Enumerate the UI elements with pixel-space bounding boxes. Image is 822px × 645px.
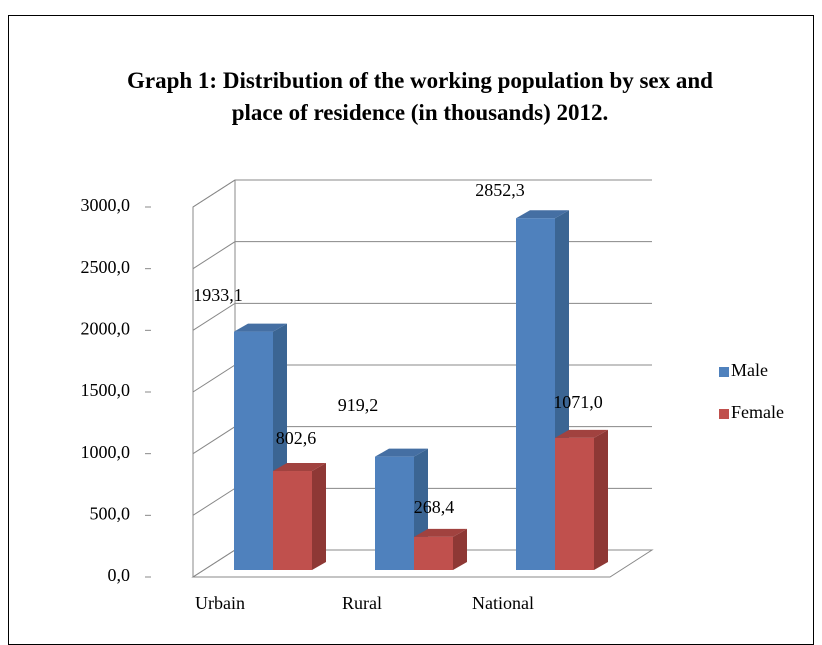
y-tick-label: 3000,0 <box>81 195 131 215</box>
bar <box>234 323 287 570</box>
data-label: 1071,0 <box>553 392 603 412</box>
chart-title: Graph 1: Distribution of the working pop… <box>127 68 713 125</box>
legend-label: Male <box>731 360 768 380</box>
data-label: 268,4 <box>414 497 455 517</box>
bar-top <box>555 429 608 438</box>
grid-line <box>192 179 652 208</box>
y-tick-label: 500,0 <box>90 503 131 523</box>
grid-line <box>192 302 652 331</box>
bar-front <box>516 218 555 570</box>
bar-top <box>234 323 287 332</box>
bar-front <box>555 437 594 570</box>
y-tick-label: 2000,0 <box>81 318 131 338</box>
bar-side <box>594 429 608 570</box>
data-label: 802,6 <box>276 428 317 448</box>
legend-swatch <box>719 367 729 377</box>
bar <box>555 429 608 570</box>
bar-front <box>375 456 414 570</box>
bar-side <box>453 528 467 570</box>
bar-top <box>516 210 569 219</box>
data-label: 919,2 <box>338 395 379 415</box>
bar-top <box>375 448 428 457</box>
bar-front <box>273 471 312 570</box>
data-label: 2852,3 <box>475 180 525 200</box>
bar-front <box>234 331 273 570</box>
bar-side <box>312 463 326 570</box>
bar <box>273 463 326 570</box>
x-tick-label: Rural <box>342 593 382 613</box>
bar-top <box>414 528 467 537</box>
x-tick-label: National <box>472 593 534 613</box>
legend-swatch <box>719 409 729 419</box>
grid-line <box>192 241 652 270</box>
bar <box>375 448 428 570</box>
y-tick-label: 2500,0 <box>81 257 131 277</box>
data-label: 1933,1 <box>193 285 243 305</box>
x-tick-label: Urbain <box>195 593 245 613</box>
legend-label: Female <box>731 402 784 422</box>
y-tick-label: 1500,0 <box>81 380 131 400</box>
y-tick-label: 1000,0 <box>81 442 131 462</box>
bar <box>414 528 467 570</box>
y-tick-label: 0,0 <box>108 565 131 585</box>
bar-top <box>273 463 326 472</box>
bar-front <box>414 536 453 570</box>
